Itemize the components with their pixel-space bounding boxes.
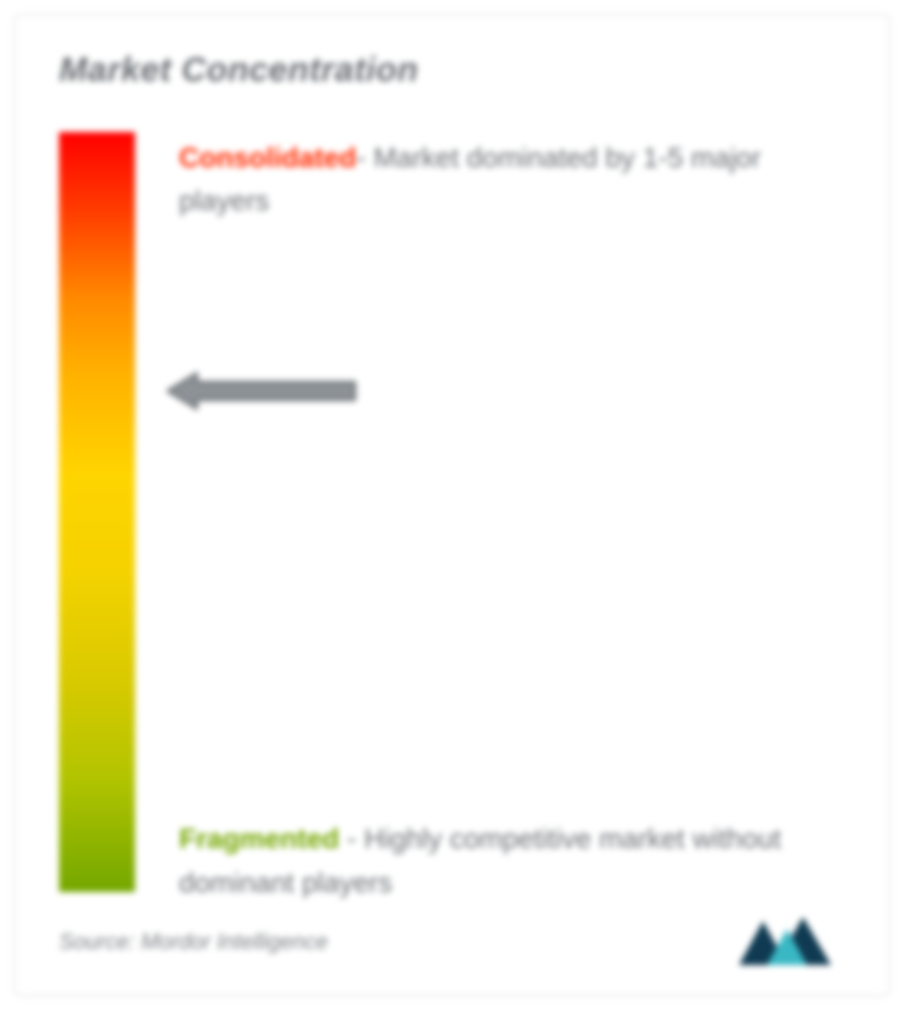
scale-labels: Consolidated- Market dominated by 1-5 ma…	[179, 132, 845, 922]
fragmented-keyword: Fragmented	[179, 823, 339, 854]
card-body: Consolidated- Market dominated by 1-5 ma…	[59, 132, 845, 922]
consolidated-keyword: Consolidated	[179, 142, 356, 173]
card-title: Market Concentration	[59, 51, 845, 90]
mordor-logo-icon	[735, 915, 845, 969]
card-footer: Source: Mordor Intelligence	[59, 915, 845, 969]
position-indicator	[167, 370, 357, 412]
arrow-left-icon	[167, 370, 357, 412]
fragmented-label: Fragmented - Highly competitive market w…	[179, 817, 835, 904]
concentration-gradient-bar	[59, 132, 135, 892]
source-attribution: Source: Mordor Intelligence	[59, 929, 328, 955]
consolidated-label: Consolidated- Market dominated by 1-5 ma…	[179, 136, 835, 223]
market-concentration-card: Market Concentration Consolidated- Marke…	[14, 14, 890, 996]
